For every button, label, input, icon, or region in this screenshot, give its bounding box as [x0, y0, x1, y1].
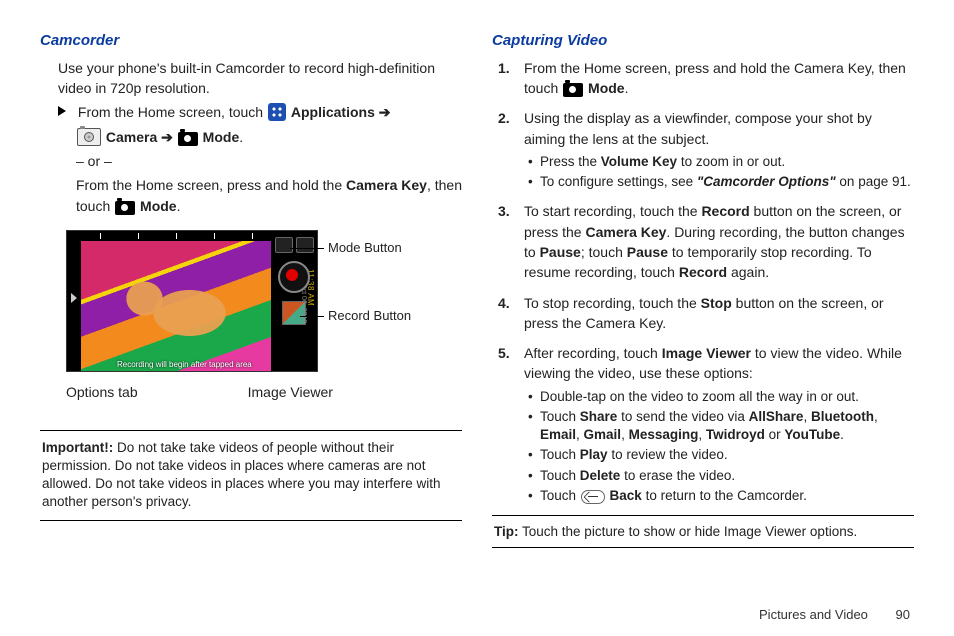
- important-label: Important!:: [42, 440, 113, 455]
- triangle-bullet-icon: [58, 106, 66, 116]
- flash-icon: [296, 237, 314, 253]
- camera-still-icon: [77, 128, 101, 146]
- mode-label: Mode: [203, 129, 240, 145]
- tip-label: Tip:: [494, 524, 519, 539]
- text: From the Home screen, press and hold the: [76, 177, 346, 193]
- sub-item: To configure settings, see "Camcorder Op…: [528, 173, 914, 191]
- page-number: 90: [896, 607, 910, 622]
- left-column: Camcorder Use your phone's built-in Camc…: [40, 30, 462, 548]
- viewfinder: Wed Oct 06, 2010 11:38 AM Recording will…: [66, 230, 318, 372]
- page: Camcorder Use your phone's built-in Camc…: [0, 0, 954, 558]
- top-scale: [81, 231, 271, 241]
- sub-item: Touch Share to send the video via AllSha…: [528, 408, 914, 444]
- numbered-steps: 1. From the Home screen, press and hold …: [492, 58, 914, 505]
- camera-key-label: Camera Key: [346, 177, 427, 193]
- camera-mode-icon: [563, 83, 583, 97]
- step-line-2: From the Home screen, press and hold the…: [76, 175, 462, 216]
- section-title-capturing: Capturing Video: [492, 30, 914, 52]
- options-tab-strip: [67, 231, 81, 371]
- tip-note: Tip: Touch the picture to show or hide I…: [492, 515, 914, 548]
- record-button-icon: [278, 261, 310, 293]
- hint-text: Recording will begin after tapped area: [117, 360, 252, 369]
- footer-section: Pictures and Video: [759, 607, 868, 622]
- page-footer: Pictures and Video 90: [759, 607, 910, 622]
- camcorder-screenshot: Wed Oct 06, 2010 11:38 AM Recording will…: [66, 230, 426, 372]
- mode-label: Mode: [140, 198, 177, 214]
- step-5-sub: Double-tap on the video to zoom all the …: [528, 388, 914, 505]
- text: From the Home screen, touch: [78, 104, 267, 120]
- right-control-strip: Wed Oct 06, 2010 11:38 AM: [271, 231, 317, 371]
- arrow-icon: ➔: [379, 104, 391, 120]
- sub-item: Touch Delete to erase the video.: [528, 467, 914, 485]
- right-column: Capturing Video 1. From the Home screen,…: [492, 30, 914, 548]
- sub-item: Press the Volume Key to zoom in or out.: [528, 153, 914, 171]
- callout-options-tab: Options tab: [66, 384, 138, 400]
- step-2: 2. Using the display as a viewfinder, co…: [492, 108, 914, 191]
- step-5: 5. After recording, touch Image Viewer t…: [492, 343, 914, 505]
- sample-photo-cat: [107, 265, 257, 345]
- applications-icon: [268, 103, 286, 121]
- mode-button-icon: [275, 237, 293, 253]
- step-line-1b: Camera ➔ Mode.: [76, 127, 462, 147]
- or-divider: – or –: [76, 151, 462, 171]
- arrow-icon: ➔: [161, 129, 173, 145]
- sub-item: Touch Play to review the video.: [528, 446, 914, 464]
- callout-image-viewer: Image Viewer: [248, 384, 333, 400]
- callout-mode-button: Mode Button: [328, 240, 402, 255]
- callout-record-button: Record Button: [328, 308, 411, 323]
- intro-text: Use your phone's built-in Camcorder to r…: [58, 58, 462, 99]
- back-icon: [581, 490, 605, 504]
- bottom-callouts: Options tab Image Viewer: [66, 384, 462, 400]
- camera-mode-icon: [178, 132, 198, 146]
- applications-label: Applications: [291, 104, 375, 120]
- important-note: Important!: Do not take take videos of p…: [40, 430, 462, 521]
- camera-mode-icon: [115, 201, 135, 215]
- step-1: 1. From the Home screen, press and hold …: [492, 58, 914, 99]
- camera-label: Camera: [106, 129, 157, 145]
- step-4: 4. To stop recording, touch the Stop but…: [492, 293, 914, 334]
- sub-item: Touch Back to return to the Camcorder.: [528, 487, 914, 505]
- sub-item: Double-tap on the video to zoom all the …: [528, 388, 914, 406]
- step-3: 3. To start recording, touch the Record …: [492, 201, 914, 282]
- section-title-camcorder: Camcorder: [40, 30, 462, 52]
- tip-text: Touch the picture to show or hide Image …: [522, 524, 857, 539]
- step-2-sub: Press the Volume Key to zoom in or out. …: [528, 153, 914, 191]
- step-line-1: From the Home screen, touch Applications…: [58, 102, 462, 122]
